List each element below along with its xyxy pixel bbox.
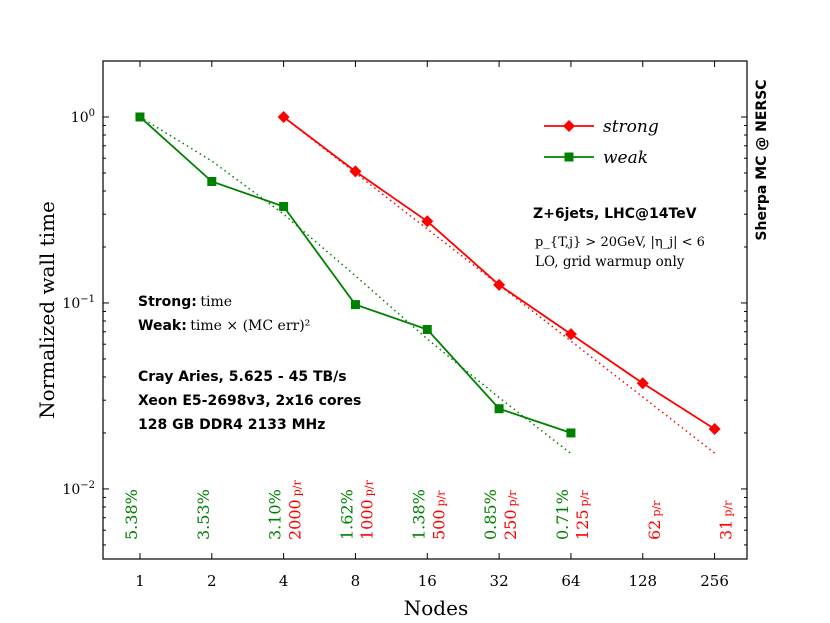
process-cuts: p_{T,j} > 20GeV, |η_j| < 6: [535, 235, 705, 250]
strong-series-line: [283, 116, 716, 430]
weak-series-line: [139, 116, 572, 434]
strong-rate-label: 31 p/r: [717, 500, 736, 540]
strong-rate-unit: p/r: [578, 490, 591, 507]
legend-strong-marker: [563, 120, 575, 132]
weak-point: [135, 112, 145, 122]
x-tick-label: 4: [279, 572, 289, 590]
weak-point: [422, 324, 432, 334]
weak-definition-text: time × (MC err)²: [190, 318, 310, 334]
weak-mc-error-label: 1.62%: [337, 489, 356, 540]
y-tick-label-base: 10: [62, 482, 80, 498]
x-tick-label: 32: [490, 572, 509, 590]
x-tick-label: 128: [628, 572, 657, 590]
y-tick-label: 100: [71, 108, 95, 126]
strong-rate-unit: p/r: [291, 480, 304, 497]
strong-rate-label: 62 p/r: [645, 500, 664, 540]
strong-point: [564, 328, 577, 341]
weak-mc-error-label: 0.71%: [553, 489, 572, 540]
hardware-line-cpu: Xeon E5-2698v3, 2x16 cores: [138, 393, 361, 409]
weak-mc-error-label: 0.85%: [481, 489, 500, 540]
y-tick-label-base: 10: [62, 296, 80, 312]
weak-point: [494, 404, 504, 414]
legend-weak-label: weak: [603, 148, 648, 168]
y-tick-label: 10−2: [62, 480, 95, 498]
weak-mc-error-label: 3.53%: [194, 489, 213, 540]
strong-definition-label: Strong:: [138, 294, 197, 310]
weak-definition-label: Weak:: [138, 318, 187, 334]
weak-point: [279, 202, 289, 212]
x-axis-label: Nodes: [404, 596, 468, 620]
strong-rate-label: 2000 p/r: [286, 480, 305, 540]
strong-rate-label: 1000 p/r: [357, 480, 376, 540]
strong-point: [421, 215, 434, 228]
y-tick-label-exponent: −1: [80, 294, 95, 305]
process-mode: LO, grid warmup only: [535, 254, 685, 270]
weak-point: [350, 300, 360, 310]
strong-rate-value: 500: [429, 509, 448, 540]
strong-point: [493, 278, 506, 291]
legend-strong-label: strong: [603, 117, 659, 137]
strong-rate-value: 1000: [357, 499, 376, 540]
strong-rate-label: 500 p/r: [429, 490, 448, 540]
weak-definition: Weak: time × (MC err)²: [138, 318, 310, 334]
x-tick-label: 16: [418, 572, 437, 590]
y-tick-label: 10−1: [62, 294, 95, 312]
weak-mc-error-label: 1.38%: [409, 489, 428, 540]
strong-rate-value: 125: [573, 509, 592, 540]
strong-point: [708, 423, 721, 436]
weak-mc-error-label: 5.38%: [122, 489, 141, 540]
strong-rate-label: 125 p/r: [573, 490, 592, 540]
x-tick-label: 64: [561, 572, 580, 590]
plot-frame: [102, 60, 748, 560]
y-tick-label-exponent: −2: [80, 480, 95, 491]
strong-definition: Strong: time: [138, 294, 232, 310]
x-tick-label: 8: [351, 572, 361, 590]
hardware-line-memory: 128 GB DDR4 2133 MHz: [138, 417, 325, 433]
data-series: [135, 110, 721, 438]
bottom-annotations: 5.38% 3.53% 3.10% 1.62% 1.38% 0.85% 0.71% 2000 p…: [122, 480, 736, 540]
legend-weak-marker: [564, 152, 574, 162]
process-title: Z+6jets, LHC@14TeV: [533, 206, 697, 222]
weak-point: [207, 176, 217, 186]
y-axis-label: Normalized wall time: [35, 201, 59, 419]
strong-rate-unit: p/r: [362, 480, 375, 497]
strong-definition-text: time: [200, 294, 232, 310]
legend: strong weak: [544, 117, 659, 168]
weak-point: [566, 428, 576, 438]
y-tick-label-exponent: 0: [89, 108, 95, 119]
strong-point: [277, 110, 290, 123]
strong-rate-label: 250 p/r: [501, 490, 520, 540]
strong-rate-value: 2000: [286, 499, 305, 540]
strong-rate-unit: p/r: [650, 500, 663, 517]
strong-point: [636, 377, 649, 390]
strong-rate-unit: p/r: [722, 500, 735, 517]
strong-rate-value: 250: [501, 509, 520, 540]
hardware-line-interconnect: Cray Aries, 5.625 - 45 TB/s: [138, 369, 347, 385]
y-tick-label-base: 10: [71, 110, 89, 126]
strong-rate-value: 31: [717, 520, 736, 540]
strong-rate-value: 62: [645, 520, 664, 540]
strong-rate-unit: p/r: [434, 490, 447, 507]
x-tick-label: 2: [207, 572, 217, 590]
weak-mc-error-label: 3.10%: [266, 489, 285, 540]
right-side-label: Sherpa MC @ NERSC: [754, 79, 770, 240]
x-tick-label: 256: [700, 572, 729, 590]
strong-point: [349, 165, 362, 178]
strong-rate-unit: p/r: [506, 490, 519, 507]
x-tick-label: 1: [135, 572, 145, 590]
